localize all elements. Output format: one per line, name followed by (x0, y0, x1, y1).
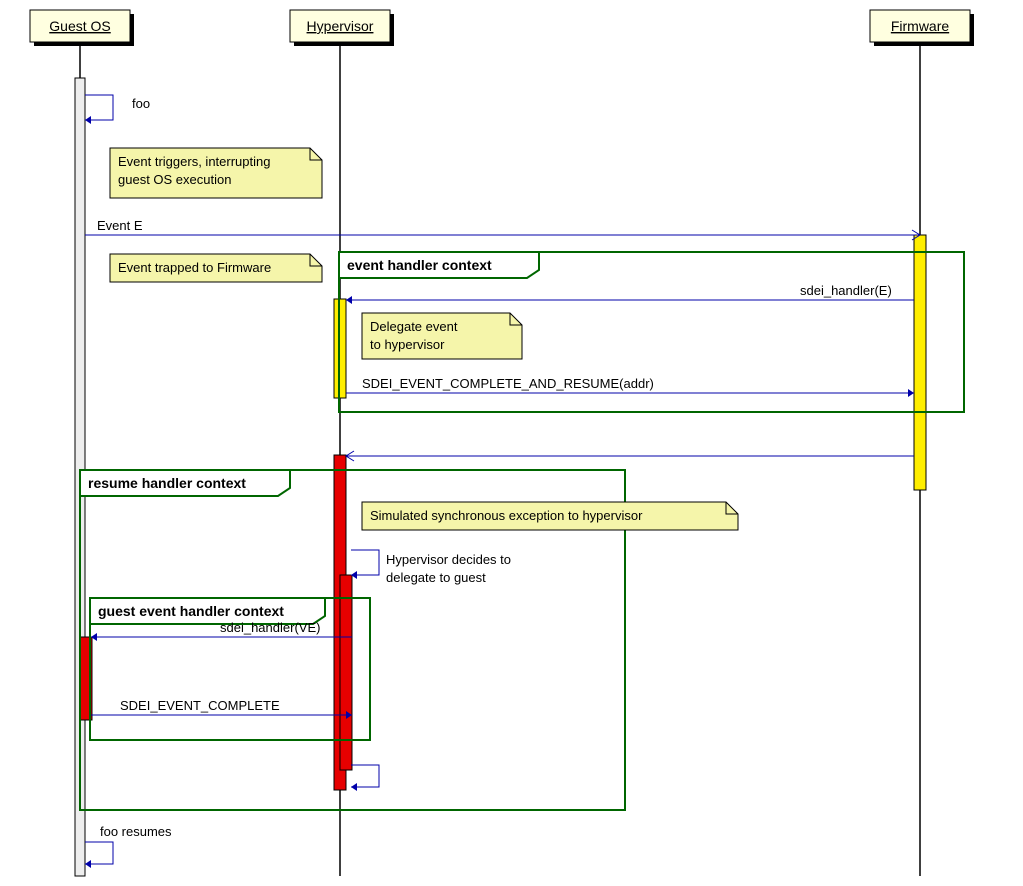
msg-label-9: foo resumes (100, 824, 172, 839)
group-title-1: resume handler context (88, 475, 246, 491)
msg-self-9 (85, 842, 113, 864)
group-title-0: event handler context (347, 257, 492, 273)
msg-arrow-2 (346, 296, 352, 304)
msg-label-1: Event E (97, 218, 143, 233)
lifeline-label-guest: Guest OS (49, 18, 110, 34)
msg-label-5-1: delegate to guest (386, 570, 486, 585)
msg-self-arrow-9 (85, 860, 91, 868)
lifeline-label-hyp: Hypervisor (307, 18, 374, 34)
msg-label-7: SDEI_EVENT_COMPLETE (120, 698, 280, 713)
note-text-1-0: Event trapped to Firmware (118, 260, 271, 275)
note-text-0-0: Event triggers, interrupting (118, 154, 270, 169)
msg-label-2: sdei_handler(E) (800, 283, 892, 298)
msg-self-arrow-8 (351, 783, 357, 791)
note-text-2-0: Delegate event (370, 319, 458, 334)
msg-label-0: foo (132, 96, 150, 111)
sequence-diagram: Guest OS Hypervisor Firmware event handler … (0, 0, 1023, 886)
activation-1 (914, 235, 926, 490)
lifeline-label-fw: Firmware (891, 18, 950, 34)
note-text-3-0: Simulated synchronous exception to hyper… (370, 508, 643, 523)
note-text-0-1: guest OS execution (118, 172, 231, 187)
group-title-2: guest event handler context (98, 603, 284, 619)
msg-arrow-3 (908, 389, 914, 397)
msg-label-5-0: Hypervisor decides to (386, 552, 511, 567)
note-text-2-1: to hypervisor (370, 337, 445, 352)
msg-self-8 (351, 765, 379, 787)
msg-label-3: SDEI_EVENT_COMPLETE_AND_RESUME(addr) (362, 376, 654, 391)
msg-self-arrow-0 (85, 116, 91, 124)
msg-label-6: sdei_handler(VE) (220, 620, 320, 635)
msg-self-0 (85, 95, 113, 120)
msg-self-5 (351, 550, 379, 575)
